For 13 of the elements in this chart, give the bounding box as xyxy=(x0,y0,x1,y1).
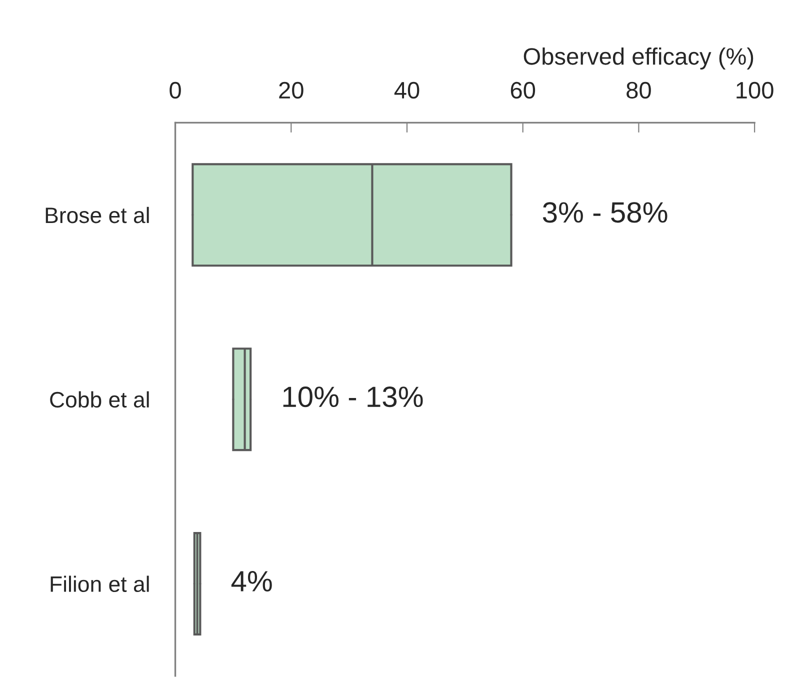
y-tick-label: Brose et al xyxy=(46,206,149,224)
x-tick-label: 100 xyxy=(736,82,774,99)
annotation: 4% xyxy=(231,571,272,592)
x-axis-title: Observed efficacy (%) xyxy=(524,47,754,70)
x-tick-label: 40 xyxy=(394,82,420,99)
y-tick-label: Cobb et al xyxy=(50,391,149,408)
y-tick-label: Filion et al xyxy=(50,576,149,592)
x-tick-label: 60 xyxy=(510,82,536,99)
x-tick-label: 80 xyxy=(626,82,651,99)
x-tick-label: 20 xyxy=(279,82,304,99)
annotation: 3% - 58% xyxy=(542,202,668,223)
annotation: 10% - 13% xyxy=(283,386,423,408)
x-tick-label: 0 xyxy=(170,82,181,99)
